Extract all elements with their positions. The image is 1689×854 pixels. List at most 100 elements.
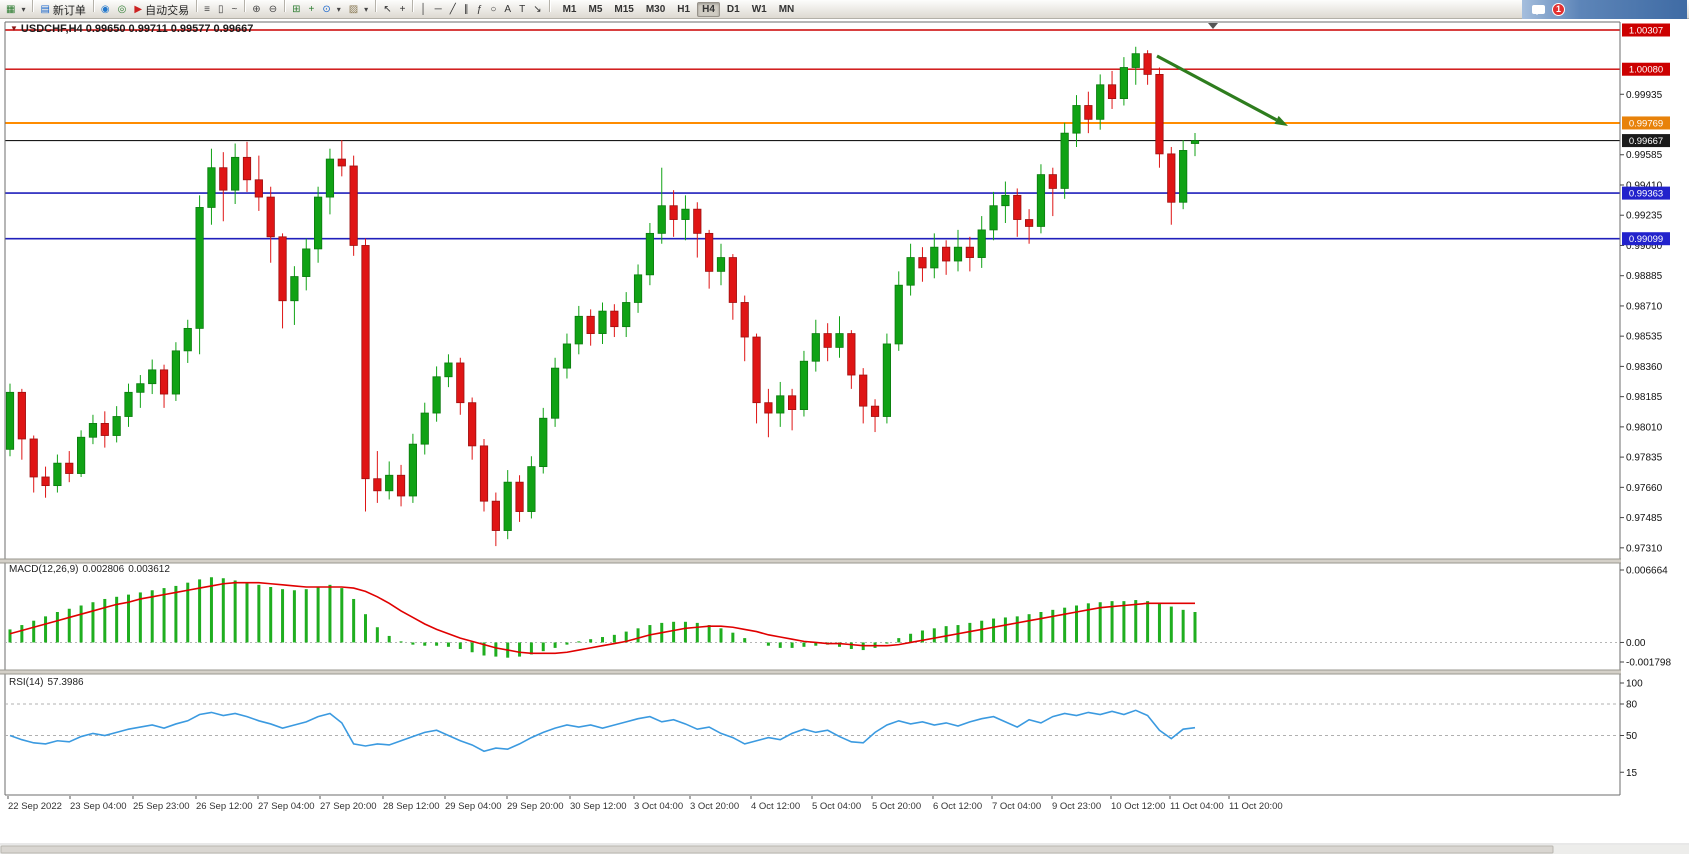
toolbar-separator [412, 0, 414, 12]
toolbar-separator [284, 0, 286, 12]
text-icon[interactable]: A [500, 1, 515, 19]
timeframe-m1[interactable]: M1 [562, 3, 577, 15]
candle [53, 454, 62, 493]
chart-shift-marker[interactable] [1208, 23, 1218, 29]
macd-axis-label: -0.001798 [1626, 658, 1671, 669]
candle-body [373, 478, 382, 492]
zoom-out-icon[interactable]: ⊖ [265, 1, 281, 19]
candle-body [17, 391, 26, 440]
arrows-icon[interactable]: ↘ [529, 1, 545, 19]
timeframe-m15[interactable]: M15 [614, 3, 634, 15]
channel-icon[interactable]: ∥ [460, 1, 473, 19]
price-tick-label: 0.97835 [1626, 453, 1663, 464]
periods-dropdown-icon[interactable]: ▾ [335, 1, 345, 19]
timeframe-h1[interactable]: H1 [677, 3, 691, 15]
line-chart-icon[interactable]: ~ [227, 1, 241, 19]
crosshair-icon: + [399, 4, 406, 15]
trendline-icon[interactable]: ╱ [446, 1, 460, 19]
hlc-bars-icon[interactable]: ≡ [200, 1, 214, 19]
chart-plot-area[interactable] [5, 22, 1620, 795]
time-axis[interactable] [5, 796, 1620, 814]
candle-body [5, 391, 15, 450]
label-icon[interactable]: T [515, 1, 529, 19]
resistance-line-1-badge [1622, 23, 1670, 37]
crosshair-icon[interactable]: + [396, 1, 410, 19]
chat-icon[interactable] [1532, 4, 1545, 15]
notification-badge[interactable]: 1 [1552, 2, 1565, 16]
candle [1107, 70, 1117, 109]
candle [408, 433, 418, 503]
templates-dropdown-icon[interactable]: ▾ [362, 1, 372, 19]
autotrade-button[interactable]: ▶ 自动交易 [130, 1, 193, 19]
candle-body [479, 445, 489, 502]
candle [989, 191, 998, 241]
new-chart-icon[interactable]: ▦ [2, 1, 19, 19]
toolbar-separator [32, 0, 34, 12]
time-label: 29 Sep 20:00 [507, 801, 564, 812]
new-order-button[interactable]: ▤ 新订单 [36, 1, 89, 19]
vertical-line-icon[interactable]: │ [416, 1, 430, 19]
candle [1001, 181, 1010, 223]
time-label: 3 Oct 20:00 [690, 801, 739, 812]
candle [977, 216, 986, 268]
candle-body [1167, 153, 1176, 203]
candle-body [562, 343, 572, 369]
candle-body [989, 205, 998, 231]
periods-icon[interactable]: ⊙ [318, 1, 334, 19]
periods-icon: ⊙ [322, 4, 331, 15]
time-label: 28 Sep 12:00 [383, 801, 440, 812]
time-label: 7 Oct 04:00 [992, 801, 1041, 812]
candle [1084, 91, 1093, 134]
scrollbar-thumb[interactable] [0, 845, 1554, 854]
price-tick-label: 0.99410 [1626, 180, 1663, 191]
candle [444, 354, 453, 388]
candle-body [776, 395, 785, 414]
horizontal-line-icon[interactable]: ─ [431, 1, 446, 19]
rsi-axis-label: 15 [1626, 768, 1638, 779]
indicators-icon[interactable]: + [304, 1, 318, 19]
candle-body [1179, 150, 1188, 203]
candlestick-icon: ▯ [217, 4, 224, 15]
timeframe-w1[interactable]: W1 [751, 3, 767, 15]
price-tick-label: 0.98360 [1626, 362, 1663, 373]
candle [337, 140, 346, 177]
timeframe-h4[interactable]: H4 [697, 1, 720, 17]
timeframe-m5[interactable]: M5 [588, 3, 603, 15]
candle-body [930, 246, 939, 269]
candle [918, 247, 927, 282]
market-icon: ◎ [117, 4, 127, 15]
candle [859, 368, 868, 424]
candle [906, 243, 915, 296]
shapes-icon: ○ [490, 4, 497, 15]
market-icon[interactable]: ◎ [114, 1, 131, 19]
chart-canvas: 0.99935 0.99585 0.99410 0.99235 0.99060 0.988… [0, 21, 1689, 854]
candle-body [906, 257, 915, 286]
tile-windows-icon[interactable]: ⊞ [288, 1, 304, 19]
candle-body [633, 274, 643, 303]
templates-icon[interactable]: ▨ [345, 1, 362, 19]
candle-body [1143, 53, 1152, 75]
zoom-in-icon[interactable]: ⊕ [248, 1, 264, 19]
support-line-1-badge [1622, 186, 1670, 200]
timeframe-m30[interactable]: M30 [645, 3, 666, 15]
price-tick-label: 0.98710 [1626, 301, 1663, 312]
rsi-axis-label: 100 [1626, 679, 1643, 690]
community-icon[interactable]: ◉ [97, 1, 114, 19]
shapes-icon[interactable]: ○ [486, 1, 500, 19]
notification-panel: 1 [1522, 0, 1687, 19]
fibonacci-icon[interactable]: ƒ [473, 1, 487, 19]
trend-arrow-line[interactable] [1156, 54, 1278, 122]
panel-splitter[interactable] [0, 559, 1689, 563]
timeframe-d1[interactable]: D1 [726, 3, 740, 15]
timeframe-mn[interactable]: MN [778, 3, 795, 15]
panel-splitter[interactable] [0, 670, 1689, 674]
candle-body [1048, 174, 1057, 189]
new-chart-dropdown-icon[interactable]: ▾ [19, 1, 29, 19]
periods-dropdown-icon: ▾ [336, 5, 341, 14]
candle [432, 366, 441, 422]
cursor-icon[interactable]: ↖ [379, 1, 395, 19]
price-axis[interactable] [1621, 22, 1689, 795]
candlestick-icon[interactable]: ▯ [214, 1, 228, 19]
candle [870, 399, 880, 433]
candle [17, 388, 26, 460]
